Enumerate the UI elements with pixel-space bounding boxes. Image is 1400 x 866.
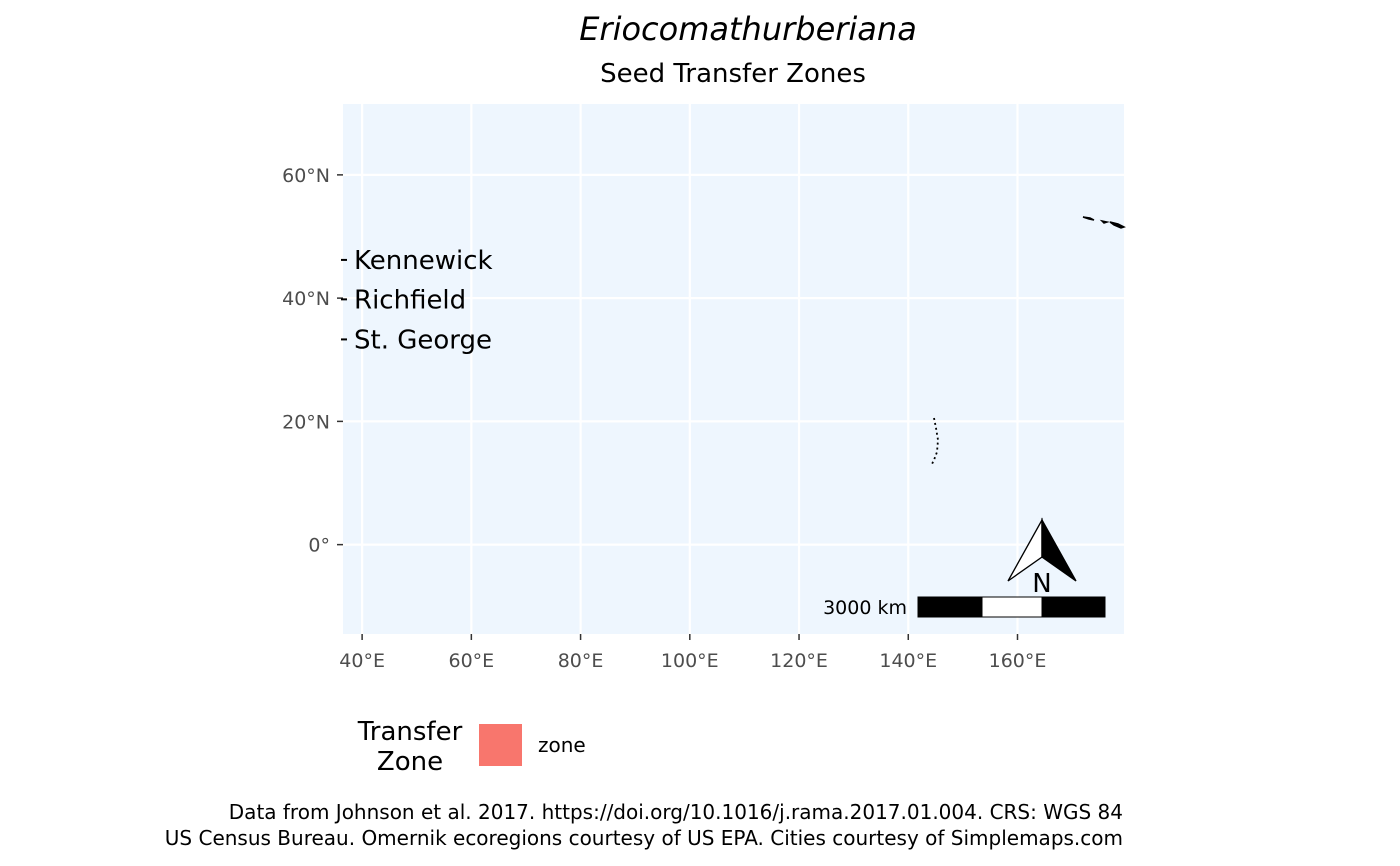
caption-line-1: Data from Johnson et al. 2017. https://d… xyxy=(229,800,1123,824)
aleutian-islands-shape xyxy=(1082,216,1126,229)
map-panel xyxy=(343,104,1124,634)
x-tick-label: 40°E xyxy=(339,650,385,672)
land-fragments xyxy=(931,216,1126,465)
x-tick-label: 80°E xyxy=(558,650,604,672)
title-species: thurberiana xyxy=(729,10,917,48)
map-subtitle: Seed Transfer Zones xyxy=(600,59,866,89)
x-tick-label: 140°E xyxy=(879,650,937,672)
legend-title-line1: Transfer xyxy=(357,717,463,747)
caption-line-2: US Census Bureau. Omernik ecoregions cou… xyxy=(165,826,1123,850)
x-tick-label: 60°E xyxy=(449,650,495,672)
north-arrow: N xyxy=(1007,517,1077,599)
x-tick-label: 100°E xyxy=(661,650,719,672)
title-genus: Eriocoma xyxy=(579,10,729,48)
y-tick-label: 0° xyxy=(308,535,330,557)
x-tick-label: 120°E xyxy=(770,650,828,672)
x-axis: 40°E 60°E 80°E 100°E 120°E 140°E 160°E xyxy=(339,634,1046,672)
scale-bar-label: 3000 km xyxy=(823,597,907,619)
legend-key-zone xyxy=(479,724,522,766)
north-arrow-label: N xyxy=(1032,569,1051,599)
gridlines xyxy=(343,104,1124,634)
city-labels: Kennewick Richfield St. George xyxy=(341,246,493,355)
scale-bar-segment-1 xyxy=(917,596,983,618)
legend: Transfer Zone zone xyxy=(357,717,586,777)
legend-title-line2: Zone xyxy=(377,747,443,777)
scale-bar-segment-2 xyxy=(981,596,1043,618)
legend-label-zone: zone xyxy=(538,733,586,757)
scale-bar-segment-3 xyxy=(1041,596,1106,618)
city-label: Richfield xyxy=(354,285,466,315)
y-tick-label: 40°N xyxy=(282,288,330,310)
x-tick-label: 160°E xyxy=(989,650,1047,672)
city-label: Kennewick xyxy=(354,246,493,276)
y-tick-label: 20°N xyxy=(282,411,330,433)
y-axis: 60°N 40°N 20°N 0° xyxy=(282,165,343,557)
north-arrow-right-half xyxy=(1041,517,1077,582)
y-tick-label: 60°N xyxy=(282,165,330,187)
scale-bar: 3000 km xyxy=(823,596,1106,619)
map-title: Eriocomathurberiana xyxy=(579,10,917,48)
city-label: St. George xyxy=(354,325,492,355)
